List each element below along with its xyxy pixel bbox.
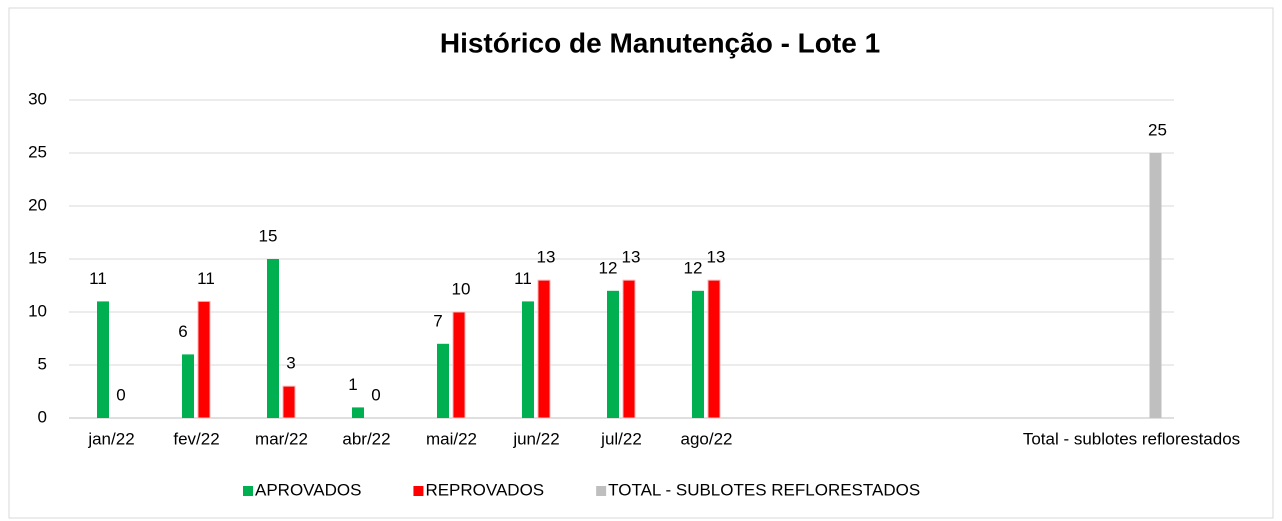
chart-border (8, 7, 1274, 519)
data-label: 13 (622, 248, 641, 267)
x-tick-label: jan/22 (87, 429, 134, 448)
bar (707, 279, 721, 419)
bar (1149, 153, 1162, 418)
y-tick-label: 5 (38, 354, 47, 373)
data-label: 12 (684, 258, 703, 277)
data-label: 10 (452, 279, 471, 298)
data-label: 11 (197, 269, 215, 288)
data-label: 7 (433, 311, 442, 330)
data-label: 25 (1148, 120, 1167, 139)
bar (282, 385, 296, 419)
bar (537, 279, 551, 419)
bar (522, 301, 534, 418)
data-label: 0 (116, 385, 125, 404)
bar (182, 354, 194, 418)
x-tick-label: fev/22 (173, 429, 219, 448)
legend-label: APROVADOS (255, 480, 361, 499)
y-tick-label: 20 (28, 195, 47, 214)
bar (607, 290, 619, 418)
data-label: 13 (537, 248, 556, 267)
legend-label: REPROVADOS (425, 480, 544, 499)
bar (267, 259, 279, 418)
data-label: 6 (178, 322, 187, 341)
y-tick-label: 0 (38, 407, 47, 426)
x-tick-label: mar/22 (255, 429, 308, 448)
y-tick-label: 30 (28, 89, 47, 108)
x-tick-label: ago/22 (681, 429, 733, 448)
bar (352, 407, 364, 418)
x-tick-label: mai/22 (426, 429, 477, 448)
x-tick-label: Total - sublotes reflorestados (1023, 429, 1240, 448)
bar (97, 301, 109, 418)
legend-swatch (243, 486, 253, 496)
data-label: 3 (286, 354, 295, 373)
data-label: 15 (259, 226, 278, 245)
x-tick-label: jul/22 (600, 429, 642, 448)
bar (622, 279, 636, 419)
y-tick-label: 15 (28, 248, 47, 267)
data-label: 13 (707, 248, 726, 267)
y-tick-label: 25 (28, 142, 47, 161)
legend-swatch (596, 486, 607, 496)
y-tick-label: 10 (28, 301, 47, 320)
legend-label: TOTAL - SUBLOTES REFLORESTADOS (608, 480, 920, 499)
bar (437, 343, 449, 418)
data-label: 1 (348, 375, 357, 394)
bar (197, 300, 211, 419)
data-label: 0 (371, 385, 380, 404)
chart-title: Histórico de Manutenção - Lote 1 (440, 27, 880, 58)
bar (692, 290, 704, 418)
data-label: 12 (599, 258, 618, 277)
legend-swatch (413, 486, 424, 496)
data-label: 11 (514, 269, 532, 288)
x-tick-label: jun/22 (512, 429, 559, 448)
bar (452, 311, 466, 419)
data-label: 11 (89, 269, 107, 288)
x-tick-label: abr/22 (342, 429, 390, 448)
